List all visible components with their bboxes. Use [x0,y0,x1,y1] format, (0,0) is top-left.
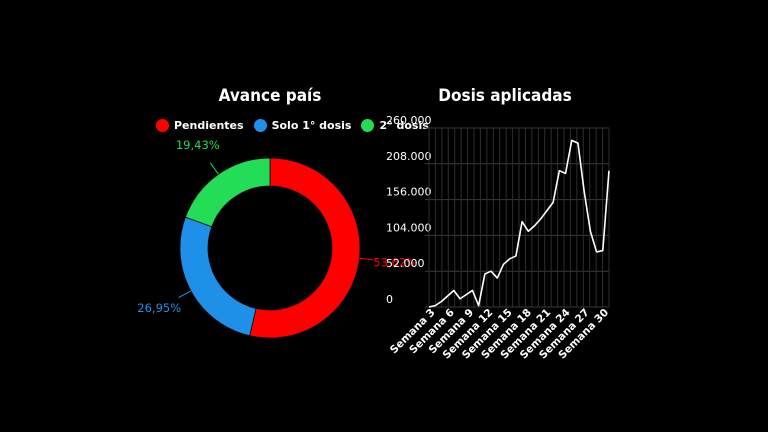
donut-label-leader [178,290,192,298]
legend-label-solo-1-dosis: Solo 1° dosis [271,119,352,132]
donut-slice-solo-1-dosis[interactable] [179,216,257,337]
donut-label-pendientes: 53,62% [373,255,417,269]
donut-slice-pendientes[interactable] [249,157,361,339]
donut-label-2-dosis: 19,43% [176,138,220,152]
legend-label-2-dosis: 2° dosis [379,119,429,132]
y-tick-label: 156.000 [386,186,432,199]
donut-slice-2-dosis[interactable] [184,157,271,228]
donut-legend: Pendientes Solo 1° dosis 2° dosis [156,119,429,132]
line-chart: 052.000104.000156.000208.000260.000Seman… [386,114,611,361]
donut-chart: 53,62% 26,95% 19,43% [137,138,417,339]
y-tick-label: 104.000 [386,221,432,234]
line-series-dosis[interactable] [428,139,610,308]
legend-item-2-dosis[interactable]: 2° dosis [361,119,429,132]
legend-dot-2-dosis [361,119,375,132]
y-tick-label: 260.000 [386,114,432,127]
legend-item-pendientes[interactable]: Pendientes [156,119,244,132]
legend-dot-pendientes [156,119,169,132]
legend-label-pendientes: Pendientes [174,119,244,132]
legend-item-solo-1-dosis[interactable]: Solo 1° dosis [253,119,352,132]
donut-label-leader [359,257,374,261]
donut-label-leader [209,162,219,175]
y-tick-label: 208.000 [386,150,432,163]
legend-dot-solo-1-dosis [253,119,267,132]
line-chart-title: Dosis aplicadas [438,86,572,106]
donut-label-solo-1-dosis: 26,95% [137,301,181,315]
y-tick-label: 52.000 [386,257,425,270]
y-tick-label: 0 [386,293,393,306]
donut-chart-title: Avance país [218,86,322,106]
